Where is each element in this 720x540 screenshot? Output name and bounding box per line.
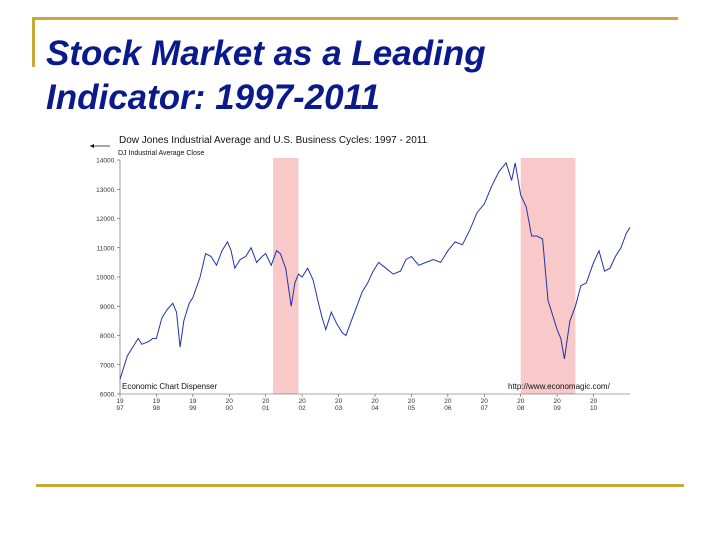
left-accent-rule xyxy=(32,17,35,67)
y-tick-label: 13000. xyxy=(96,187,116,194)
x-tick-label-top: 20 xyxy=(335,398,343,405)
y-tick-label: 9000. xyxy=(100,304,116,311)
source-label-right: http://www.economagic.com/ xyxy=(508,382,611,391)
x-tick-label-top: 19 xyxy=(189,398,197,405)
top-accent-rule xyxy=(32,17,678,20)
y-tick-label: 8000. xyxy=(100,333,116,340)
bottom-accent-rule xyxy=(36,484,684,487)
dow-jones-chart: 6000. 7000. 8000. 9000. 10000. 11000. 12000. 13… xyxy=(90,135,631,412)
x-tick-label-bottom: 99 xyxy=(189,405,197,412)
x-tick-label-top: 20 xyxy=(517,398,525,405)
slide-title-line1: Stock Market as a Leading xyxy=(46,34,486,73)
y-tick-label: 10000. xyxy=(96,275,116,282)
x-tick-label-top: 19 xyxy=(116,398,124,405)
x-tick-label-bottom: 08 xyxy=(517,405,525,412)
slide-title-line2: Indicator: 1997-2011 xyxy=(46,78,380,117)
x-tick-label-top: 20 xyxy=(371,398,379,405)
x-tick-label-top: 20 xyxy=(226,398,234,405)
x-tick-label-top: 20 xyxy=(299,398,307,405)
x-tick-label-bottom: 98 xyxy=(153,405,161,412)
y-tick-label: 7000. xyxy=(100,362,116,369)
x-tick-label-bottom: 03 xyxy=(335,405,343,412)
x-tick-label-top: 20 xyxy=(444,398,452,405)
x-tick-label-bottom: 97 xyxy=(116,405,124,412)
x-tick-label-bottom: 01 xyxy=(262,405,270,412)
y-tick-label: 12000. xyxy=(96,216,116,223)
y-tick-label: 6000. xyxy=(100,392,116,399)
recession-band-2 xyxy=(520,158,576,394)
y-axis: 6000. 7000. 8000. 9000. 10000. 11000. 12000. 13… xyxy=(96,158,121,399)
x-tick-label-top: 20 xyxy=(554,398,562,405)
chart-header: Dow Jones Industrial Average and U.S. Bu… xyxy=(90,135,611,391)
legend-label: DJ Industrial Average Close xyxy=(118,150,204,157)
source-label-left: Economic Chart Dispenser xyxy=(122,382,217,391)
x-tick-label-top: 20 xyxy=(481,398,489,405)
recession-band-1 xyxy=(273,158,299,394)
slide-title: Stock Market as a Leading Indicator: 199… xyxy=(46,32,486,120)
x-tick-label-bottom: 00 xyxy=(226,405,234,412)
x-tick-label-bottom: 06 xyxy=(444,405,452,412)
y-tick-label: 11000. xyxy=(97,245,117,252)
x-axis: 1997199819992000200120022003200420052006… xyxy=(116,393,630,412)
x-tick-label-bottom: 07 xyxy=(481,405,489,412)
x-tick-label-bottom: 04 xyxy=(371,405,379,412)
recession-bands xyxy=(273,158,576,394)
x-tick-label-top: 20 xyxy=(408,398,416,405)
x-tick-label-bottom: 05 xyxy=(408,405,416,412)
x-tick-label-top: 20 xyxy=(262,398,270,405)
x-tick-label-bottom: 10 xyxy=(590,405,598,412)
x-tick-label-bottom: 02 xyxy=(299,405,307,412)
legend-arrow-head xyxy=(90,144,94,148)
dow-jones-series-line xyxy=(119,161,631,380)
x-tick-label-top: 20 xyxy=(590,398,598,405)
x-tick-label-bottom: 09 xyxy=(554,405,562,412)
chart-title: Dow Jones Industrial Average and U.S. Bu… xyxy=(119,135,428,146)
x-tick-label-top: 19 xyxy=(153,398,161,405)
y-tick-label: 14000. xyxy=(96,158,116,165)
